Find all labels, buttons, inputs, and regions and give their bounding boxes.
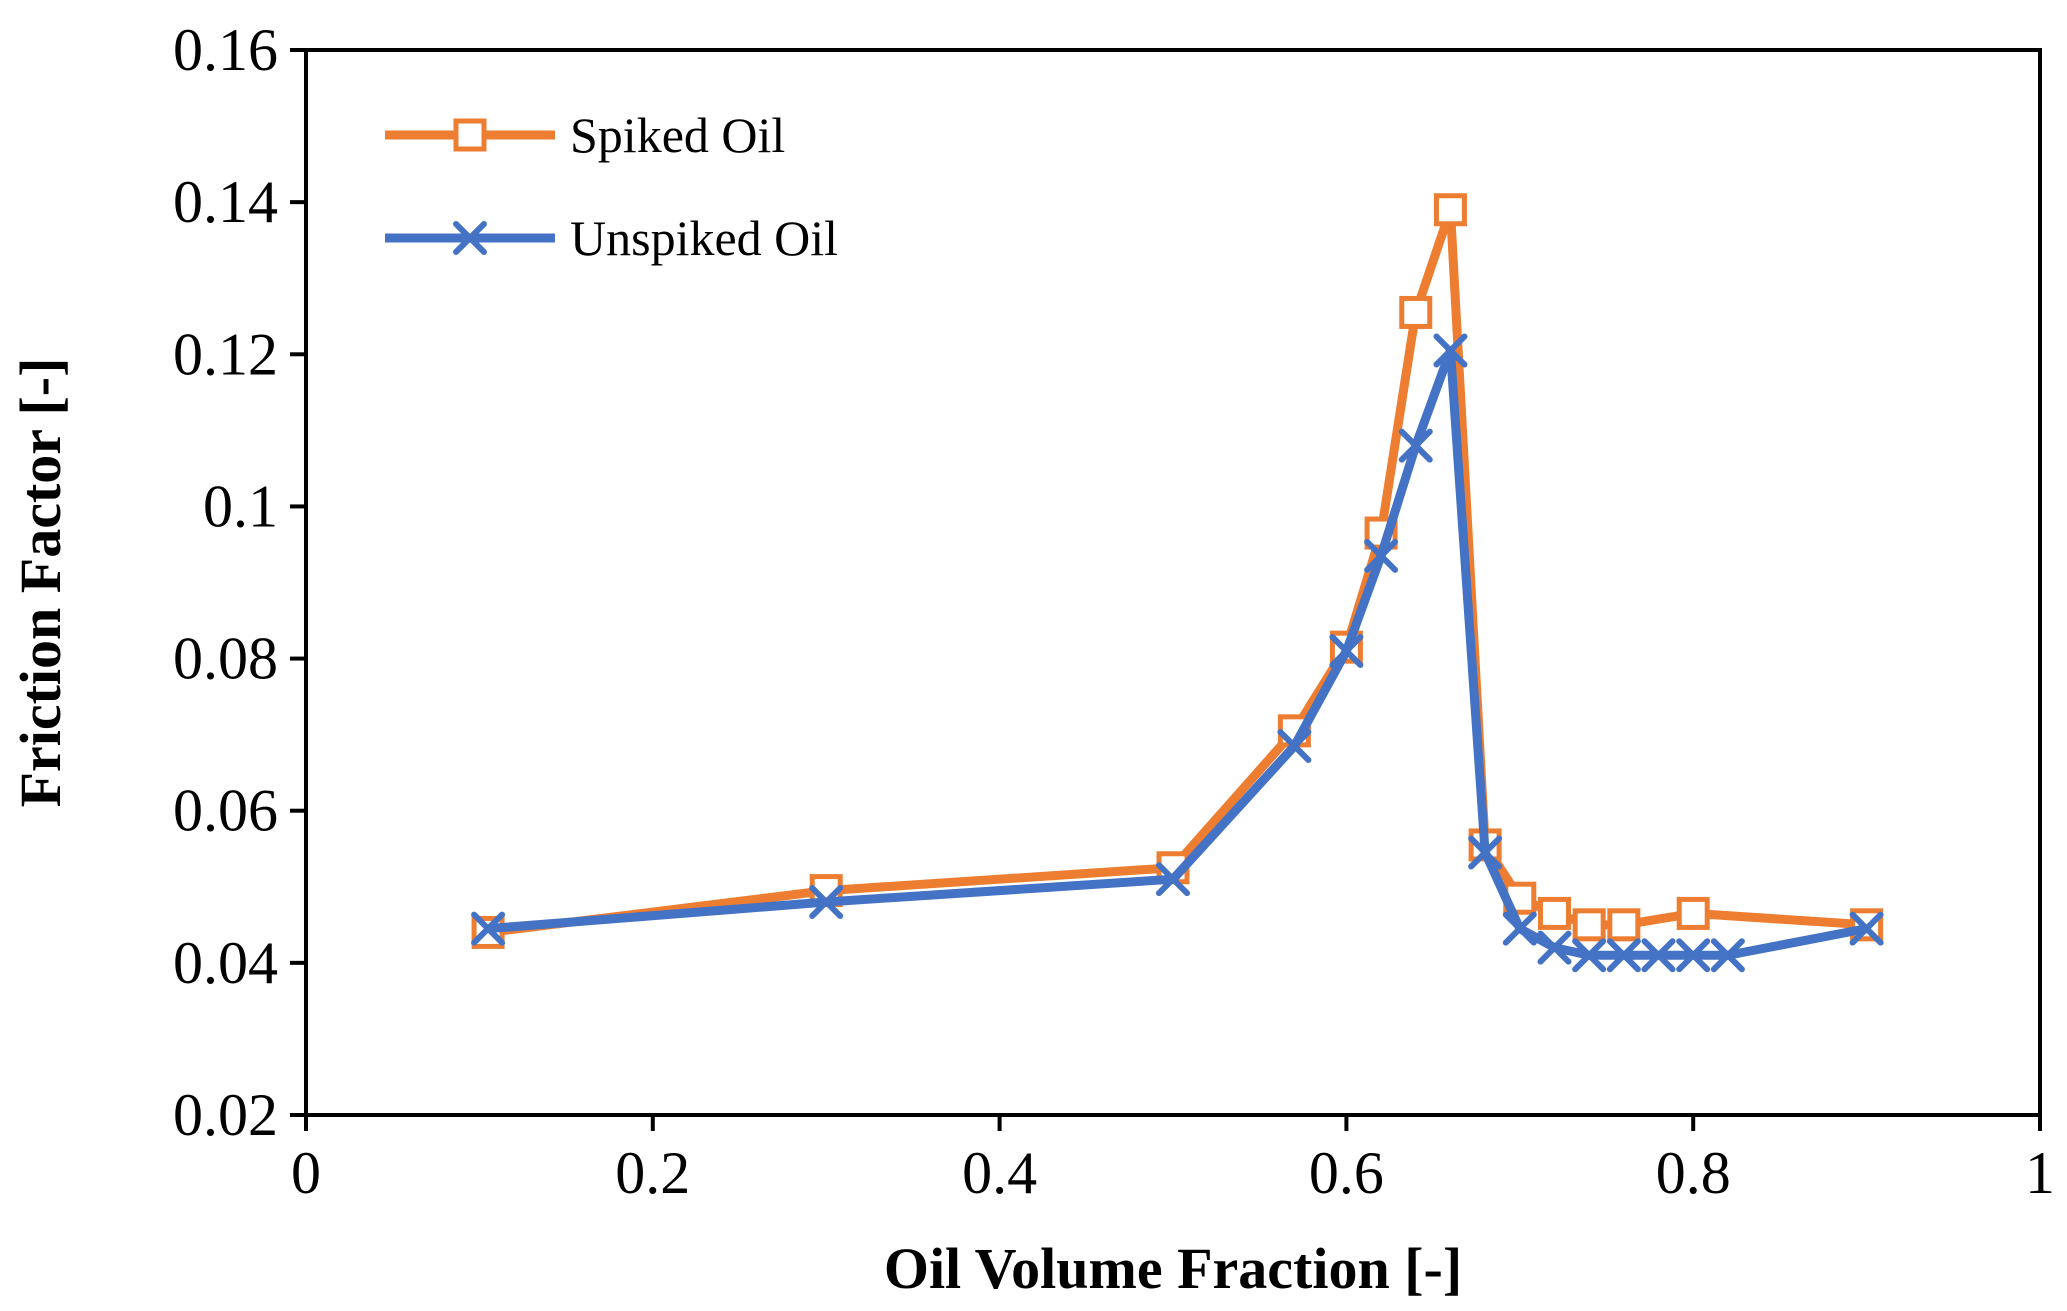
x-marker-stroke — [1537, 930, 1572, 965]
unspiked-oil-point — [1433, 333, 1468, 368]
legend-marker-spiked-oil — [453, 118, 487, 152]
x-marker-stroke — [1156, 862, 1190, 897]
legend-label-unspiked-oil: Unspiked Oil — [570, 210, 838, 266]
x-marker-stroke — [1398, 428, 1433, 463]
spiked-oil-line — [487, 205, 1867, 937]
y-tick-label: 0.1 — [203, 473, 278, 539]
x-marker-stroke — [453, 221, 487, 255]
unspiked-oil-point — [471, 911, 506, 946]
y-tick-label: 0.16 — [173, 17, 278, 83]
unspiked-oil-point — [1156, 862, 1190, 897]
unspiked-oil-point — [1329, 633, 1364, 668]
y-axis-title: Friction Factor [-] — [8, 358, 73, 808]
y-tick-label: 0.02 — [173, 1082, 278, 1148]
spiked-oil-point — [1537, 896, 1571, 930]
y-tick-label: 0.08 — [173, 626, 278, 692]
x-marker-stroke — [1502, 911, 1537, 946]
x-marker-stroke — [1641, 938, 1676, 973]
x-marker-stroke — [1433, 333, 1468, 368]
x-marker-stroke — [471, 911, 506, 946]
unspiked-oil-point — [1849, 911, 1884, 946]
x-tick-label: 0.8 — [1656, 1140, 1731, 1206]
unspiked-oil-point — [809, 885, 844, 919]
spiked-oil-point — [1607, 908, 1641, 942]
x-marker-stroke — [1468, 835, 1503, 870]
x-tick-label: 0 — [291, 1140, 321, 1206]
unspiked-oil-point — [1537, 930, 1572, 965]
spiked-oil-point — [1433, 193, 1467, 227]
unspiked-oil-point — [1502, 911, 1537, 946]
y-tick-label: 0.12 — [173, 321, 278, 387]
x-tick-label: 0.4 — [962, 1140, 1037, 1206]
x-marker-stroke — [809, 885, 844, 919]
x-marker-stroke — [1676, 938, 1711, 973]
unspiked-oil-point — [1364, 538, 1399, 573]
x-axis-title: Oil Volume Fraction [-] — [884, 1236, 1462, 1301]
x-marker-stroke — [1710, 938, 1745, 973]
spiked-oil-point — [1399, 295, 1433, 329]
spiked-oil-point — [1676, 896, 1710, 930]
unspiked-oil-point — [1468, 835, 1503, 870]
legend-label-spiked-oil: Spiked Oil — [570, 107, 785, 163]
plot-frame — [304, 48, 2042, 1117]
x-tick-label: 0.2 — [615, 1140, 690, 1206]
y-tick-label: 0.06 — [173, 778, 278, 844]
unspiked-oil-point — [1398, 428, 1433, 463]
x-marker-stroke — [1572, 938, 1607, 973]
x-tick-label: 0.6 — [1309, 1140, 1384, 1206]
x-tick-label: 1 — [2025, 1140, 2055, 1206]
legend: Spiked Oil Unspiked Oil — [385, 107, 838, 266]
unspiked-oil-point — [1641, 938, 1676, 973]
series-layer — [471, 193, 1884, 973]
unspiked-oil-point — [1277, 729, 1312, 764]
x-marker-stroke — [1329, 633, 1364, 668]
y-tick-label: 0.04 — [173, 930, 278, 996]
legend-marker-unspiked-oil — [453, 221, 487, 255]
axes: 0.02 0.04 0.06 0.08 0.1 0.12 0.14 0.16 0 0.2 0.4 0.… — [173, 17, 2055, 1206]
y-tick-label: 0.14 — [173, 169, 278, 235]
x-marker-stroke — [1606, 938, 1641, 973]
x-marker-stroke — [1849, 911, 1884, 946]
unspiked-oil-point — [1606, 938, 1641, 973]
unspiked-oil-point — [1676, 938, 1711, 973]
x-marker-stroke — [1277, 729, 1312, 764]
unspiked-oil-point — [1710, 938, 1745, 973]
spiked-oil-point — [1572, 908, 1606, 942]
unspiked-oil-point — [1572, 938, 1607, 973]
x-marker-stroke — [1364, 538, 1399, 573]
